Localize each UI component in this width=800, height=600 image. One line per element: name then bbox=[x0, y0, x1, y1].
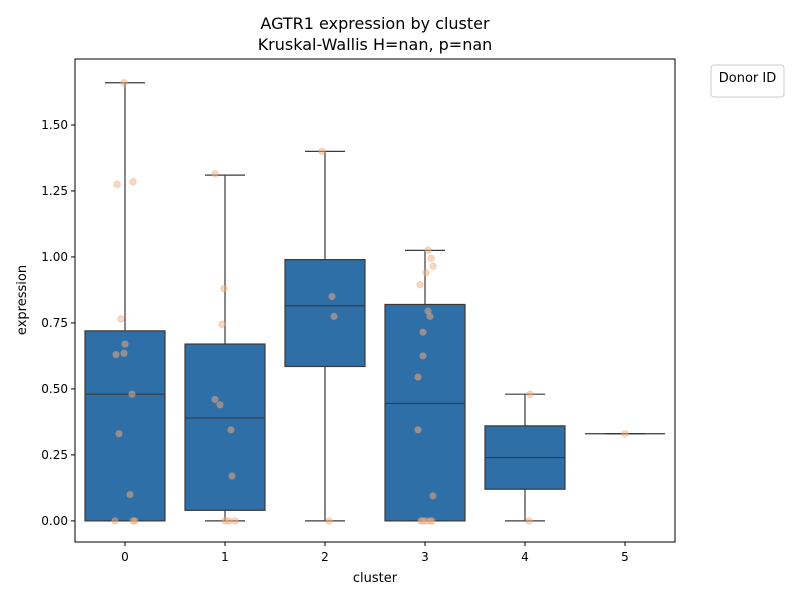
data-point bbox=[429, 262, 437, 270]
data-point bbox=[111, 517, 119, 525]
x-tick-label: 5 bbox=[621, 550, 629, 564]
legend-title: Donor ID bbox=[719, 71, 776, 86]
x-tick-label: 3 bbox=[421, 550, 429, 564]
data-point bbox=[121, 340, 129, 348]
data-point bbox=[525, 517, 533, 525]
y-tick-label: 1.25 bbox=[41, 184, 68, 198]
x-tick-label: 2 bbox=[321, 550, 329, 564]
data-point bbox=[419, 352, 427, 360]
data-point bbox=[129, 178, 137, 186]
data-point bbox=[526, 390, 534, 398]
chart-subtitle: Kruskal-Wallis H=nan, p=nan bbox=[258, 35, 493, 54]
y-tick-label: 0.75 bbox=[41, 316, 68, 330]
data-point bbox=[428, 517, 436, 525]
data-point bbox=[211, 395, 219, 404]
legend-box bbox=[710, 64, 785, 98]
data-point bbox=[424, 246, 432, 255]
data-point bbox=[414, 373, 422, 381]
data-point bbox=[220, 284, 228, 293]
data-point bbox=[419, 328, 427, 336]
box-body bbox=[284, 258, 366, 368]
data-point bbox=[117, 315, 125, 323]
data-point bbox=[115, 430, 123, 438]
data-point bbox=[228, 472, 236, 480]
y-axis-label: expression bbox=[15, 265, 30, 335]
data-point bbox=[112, 350, 120, 359]
data-point bbox=[318, 147, 326, 156]
data-point bbox=[416, 280, 424, 289]
data-point bbox=[231, 517, 239, 525]
data-point bbox=[422, 269, 430, 277]
data-point bbox=[120, 79, 128, 87]
x-tick-label: 0 bbox=[121, 550, 129, 564]
data-point bbox=[621, 430, 629, 438]
data-point bbox=[330, 312, 338, 321]
box-cluster-1 bbox=[184, 174, 266, 522]
box-cluster-3 bbox=[384, 249, 466, 522]
data-point bbox=[126, 490, 134, 499]
data-point bbox=[218, 320, 226, 328]
plot-area bbox=[75, 59, 675, 542]
data-point bbox=[427, 254, 435, 262]
data-point bbox=[325, 517, 333, 525]
box-cluster-4 bbox=[484, 393, 566, 522]
x-tick-label: 1 bbox=[221, 550, 229, 564]
box-cluster-0 bbox=[84, 82, 166, 522]
x-tick-label: 4 bbox=[521, 550, 529, 564]
legend: Donor ID bbox=[710, 64, 785, 98]
box-cluster-2 bbox=[284, 150, 366, 522]
chart-title: AGTR1 expression by cluster bbox=[260, 14, 490, 33]
data-point bbox=[227, 426, 235, 434]
y-axis: 0.00 0.25 0.50 0.75 1.00 1.25 1.50 bbox=[41, 118, 75, 528]
data-point bbox=[131, 517, 139, 525]
y-tick-label: 1.00 bbox=[41, 250, 68, 264]
x-axis: 0 1 2 3 4 5 bbox=[121, 542, 629, 564]
y-tick-label: 0.25 bbox=[41, 448, 68, 462]
box-body bbox=[184, 343, 266, 511]
data-point bbox=[429, 492, 437, 500]
box-body bbox=[84, 330, 166, 522]
y-tick-label: 1.50 bbox=[41, 118, 68, 132]
x-axis-label: cluster bbox=[353, 571, 398, 586]
data-point bbox=[328, 292, 336, 301]
data-point bbox=[426, 312, 434, 321]
data-point bbox=[414, 426, 422, 434]
box-body bbox=[384, 303, 466, 522]
data-point bbox=[216, 401, 224, 409]
plot-frame bbox=[74, 58, 676, 543]
plot-marks bbox=[84, 79, 665, 525]
y-tick-label: 0.00 bbox=[41, 514, 68, 528]
y-tick-label: 0.50 bbox=[41, 382, 68, 396]
strip-points bbox=[111, 79, 629, 525]
data-point bbox=[211, 170, 219, 178]
data-point bbox=[113, 180, 121, 189]
data-point bbox=[128, 390, 136, 398]
data-point bbox=[120, 349, 128, 357]
